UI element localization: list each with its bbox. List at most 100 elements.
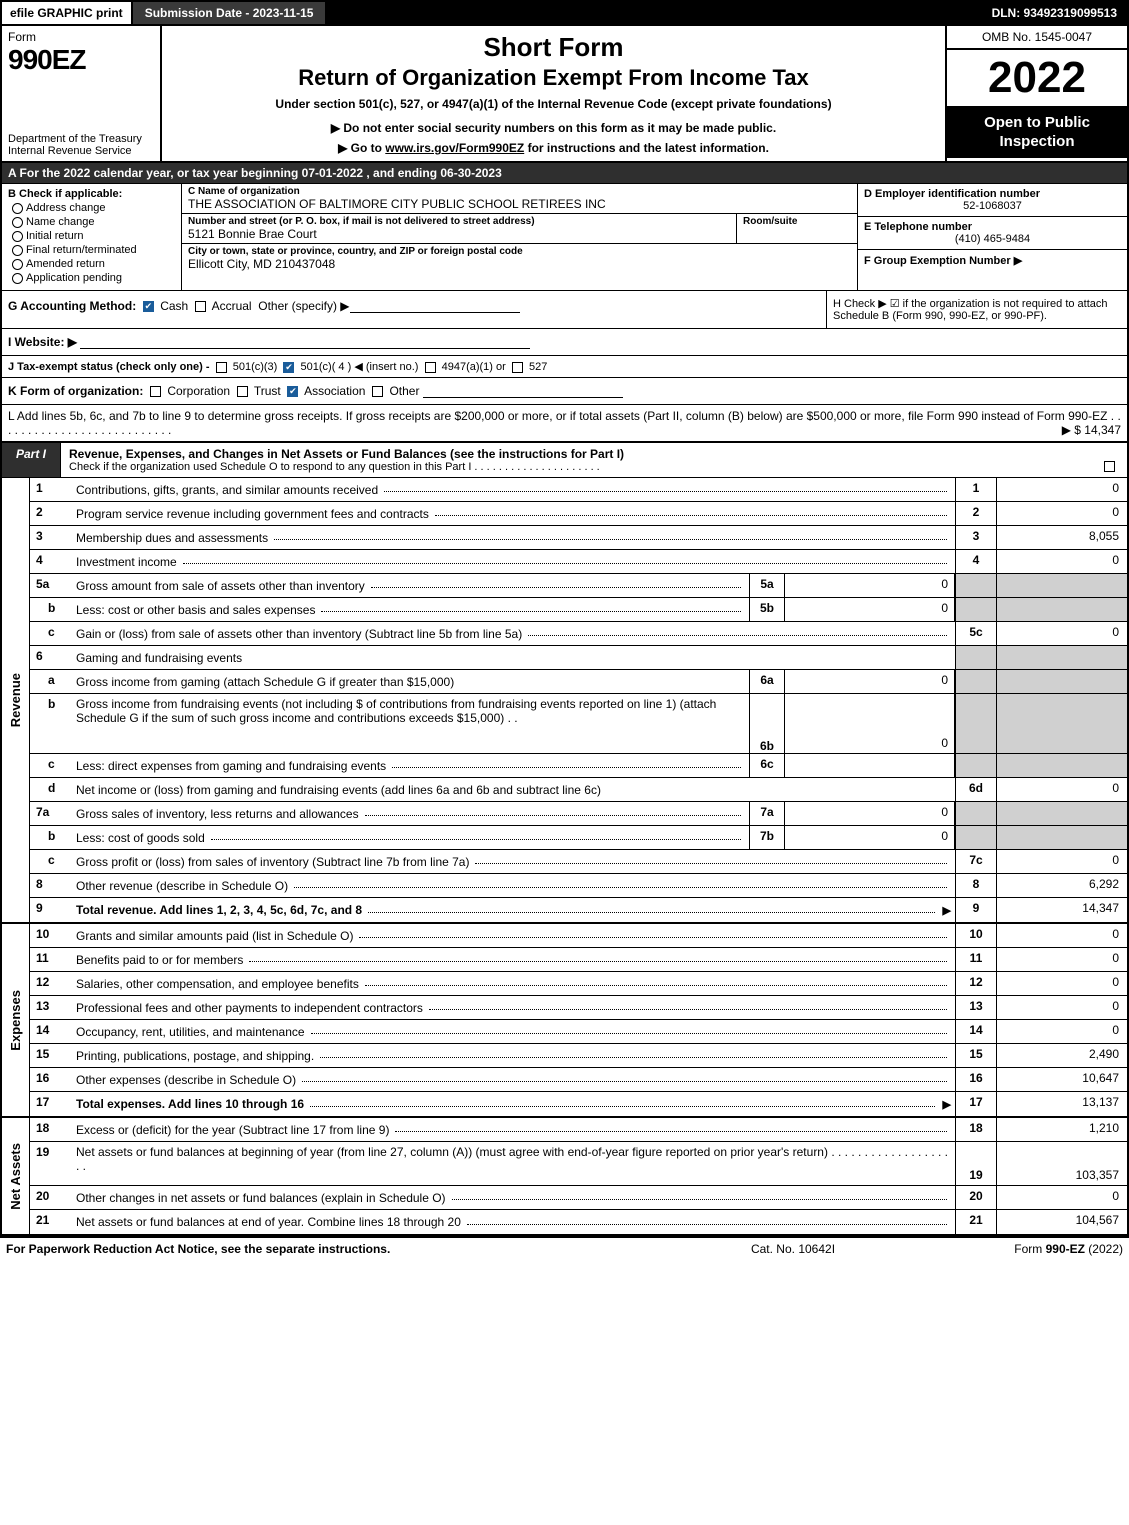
section-g-h: G Accounting Method: ✔ Cash Accrual Othe… bbox=[2, 291, 1127, 329]
line-19-num: 19 bbox=[30, 1142, 72, 1185]
line-15-desc: Printing, publications, postage, and shi… bbox=[72, 1044, 955, 1067]
chk-name-change[interactable]: Name change bbox=[12, 216, 175, 228]
street-value: 5121 Bonnie Brae Court bbox=[188, 227, 730, 241]
chk-address-change[interactable]: Address change bbox=[12, 202, 175, 214]
chk-final-return[interactable]: Final return/terminated bbox=[12, 244, 175, 256]
department-label: Department of the Treasury Internal Reve… bbox=[8, 133, 154, 157]
line-13-num: 13 bbox=[30, 996, 72, 1019]
line-5a-inlab: 5a bbox=[749, 574, 785, 597]
chk-amended-return[interactable]: Amended return bbox=[12, 258, 175, 270]
line-14: 14Occupancy, rent, utilities, and mainte… bbox=[30, 1020, 1127, 1044]
efile-print-label[interactable]: efile GRAPHIC print bbox=[2, 2, 133, 24]
line-6d-desc: Net income or (loss) from gaming and fun… bbox=[72, 778, 955, 801]
line-19: 19Net assets or fund balances at beginni… bbox=[30, 1142, 1127, 1186]
line-6b-inval: 0 bbox=[785, 694, 955, 753]
line-13-desc: Professional fees and other payments to … bbox=[72, 996, 955, 1019]
city-cell: City or town, state or province, country… bbox=[182, 244, 857, 273]
line-5b-inval: 0 bbox=[785, 598, 955, 621]
line-4-num: 4 bbox=[30, 550, 72, 573]
revenue-vlabel: Revenue bbox=[2, 478, 30, 922]
chk-schedule-o-part-i[interactable] bbox=[1104, 461, 1115, 472]
chk-final-return-label: Final return/terminated bbox=[26, 244, 137, 256]
part-i-badge: Part I bbox=[2, 443, 61, 477]
line-15-rnum: 15 bbox=[955, 1044, 997, 1067]
line-2-rnum: 2 bbox=[955, 502, 997, 525]
submission-date: Submission Date - 2023-11-15 bbox=[133, 2, 328, 24]
line-6b-rnum-shade bbox=[955, 694, 997, 753]
chk-501c[interactable]: ✔ bbox=[283, 362, 294, 373]
line-2-value: 0 bbox=[997, 502, 1127, 525]
chk-initial-return[interactable]: Initial return bbox=[12, 230, 175, 242]
chk-application-pending[interactable]: Application pending bbox=[12, 272, 175, 284]
chk-4947[interactable] bbox=[425, 362, 436, 373]
goto-instructions: ▶ Go to www.irs.gov/Form990EZ for instru… bbox=[170, 141, 937, 155]
chk-trust[interactable] bbox=[237, 386, 248, 397]
other-specify-label: Other (specify) ▶ bbox=[258, 299, 349, 313]
other-specify-input[interactable] bbox=[350, 301, 520, 313]
line-7a-inlab: 7a bbox=[749, 802, 785, 825]
opt-corporation: Corporation bbox=[167, 384, 230, 398]
line-6b-desc: Gross income from fundraising events (no… bbox=[72, 694, 749, 753]
line-7b-desc: Less: cost of goods sold bbox=[72, 826, 749, 849]
chk-other-org[interactable] bbox=[372, 386, 383, 397]
line-18-num: 18 bbox=[30, 1118, 72, 1141]
line-6a-num: a bbox=[30, 670, 72, 693]
line-12-rnum: 12 bbox=[955, 972, 997, 995]
line-7b-rnum-shade bbox=[955, 826, 997, 849]
chk-501c3[interactable] bbox=[216, 362, 227, 373]
line-19-value: 103,357 bbox=[997, 1142, 1127, 1185]
chk-association[interactable]: ✔ bbox=[287, 386, 298, 397]
line-6b-num: b bbox=[30, 694, 72, 753]
line-16-num: 16 bbox=[30, 1068, 72, 1091]
line-6c-inlab: 6c bbox=[749, 754, 785, 777]
line-6a-rval-shade bbox=[997, 670, 1127, 693]
line-7a-rnum-shade bbox=[955, 802, 997, 825]
line-10-desc: Grants and similar amounts paid (list in… bbox=[72, 924, 955, 947]
opt-501c3: 501(c)(3) bbox=[233, 361, 278, 373]
line-15-num: 15 bbox=[30, 1044, 72, 1067]
line-1-desc: Contributions, gifts, grants, and simila… bbox=[72, 478, 955, 501]
line-9-rnum: 9 bbox=[955, 898, 997, 922]
cash-label: Cash bbox=[160, 299, 188, 313]
line-3-value: 8,055 bbox=[997, 526, 1127, 549]
line-6c-num: c bbox=[30, 754, 72, 777]
line-11-rnum: 11 bbox=[955, 948, 997, 971]
line-7a-num: 7a bbox=[30, 802, 72, 825]
chk-corporation[interactable] bbox=[150, 386, 161, 397]
room-suite-cell: Room/suite bbox=[737, 214, 857, 243]
line-6b-rval-shade bbox=[997, 694, 1127, 753]
ssn-warning: ▶ Do not enter social security numbers o… bbox=[170, 121, 937, 135]
line-12-num: 12 bbox=[30, 972, 72, 995]
part-i-subtitle: Check if the organization used Schedule … bbox=[69, 461, 1119, 473]
org-name-cell: C Name of organization THE ASSOCIATION O… bbox=[182, 184, 857, 214]
revenue-table: Revenue 1 Contributions, gifts, grants, … bbox=[2, 478, 1127, 924]
b-label: B Check if applicable: bbox=[8, 188, 175, 200]
top-bar: efile GRAPHIC print Submission Date - 20… bbox=[2, 2, 1127, 26]
line-8-desc: Other revenue (describe in Schedule O) bbox=[72, 874, 955, 897]
line-11-desc: Benefits paid to or for members bbox=[72, 948, 955, 971]
net-assets-rows: 18Excess or (deficit) for the year (Subt… bbox=[30, 1118, 1127, 1234]
line-5b-rnum-shade bbox=[955, 598, 997, 621]
form-number: 990EZ bbox=[8, 44, 154, 76]
tax-year: 2022 bbox=[947, 50, 1127, 108]
line-7c-desc: Gross profit or (loss) from sales of inv… bbox=[72, 850, 955, 873]
line-10-value: 0 bbox=[997, 924, 1127, 947]
irs-link[interactable]: www.irs.gov/Form990EZ bbox=[385, 141, 524, 155]
other-org-input[interactable] bbox=[423, 386, 623, 398]
line-16: 16Other expenses (describe in Schedule O… bbox=[30, 1068, 1127, 1092]
line-6c-rval-shade bbox=[997, 754, 1127, 777]
chk-527[interactable] bbox=[512, 362, 523, 373]
line-2-desc: Program service revenue including govern… bbox=[72, 502, 955, 525]
line-21-rnum: 21 bbox=[955, 1210, 997, 1234]
chk-accrual[interactable] bbox=[195, 301, 206, 312]
line-3-desc: Membership dues and assessments bbox=[72, 526, 955, 549]
website-input[interactable] bbox=[80, 337, 530, 349]
chk-name-change-label: Name change bbox=[26, 216, 95, 228]
section-i-website: I Website: ▶ bbox=[2, 329, 1127, 356]
line-4-desc: Investment income bbox=[72, 550, 955, 573]
line-14-value: 0 bbox=[997, 1020, 1127, 1043]
chk-cash[interactable]: ✔ bbox=[143, 301, 154, 312]
line-4: 4 Investment income 4 0 bbox=[30, 550, 1127, 574]
l-amount: ▶ $ 14,347 bbox=[1062, 423, 1121, 437]
line-18-value: 1,210 bbox=[997, 1118, 1127, 1141]
